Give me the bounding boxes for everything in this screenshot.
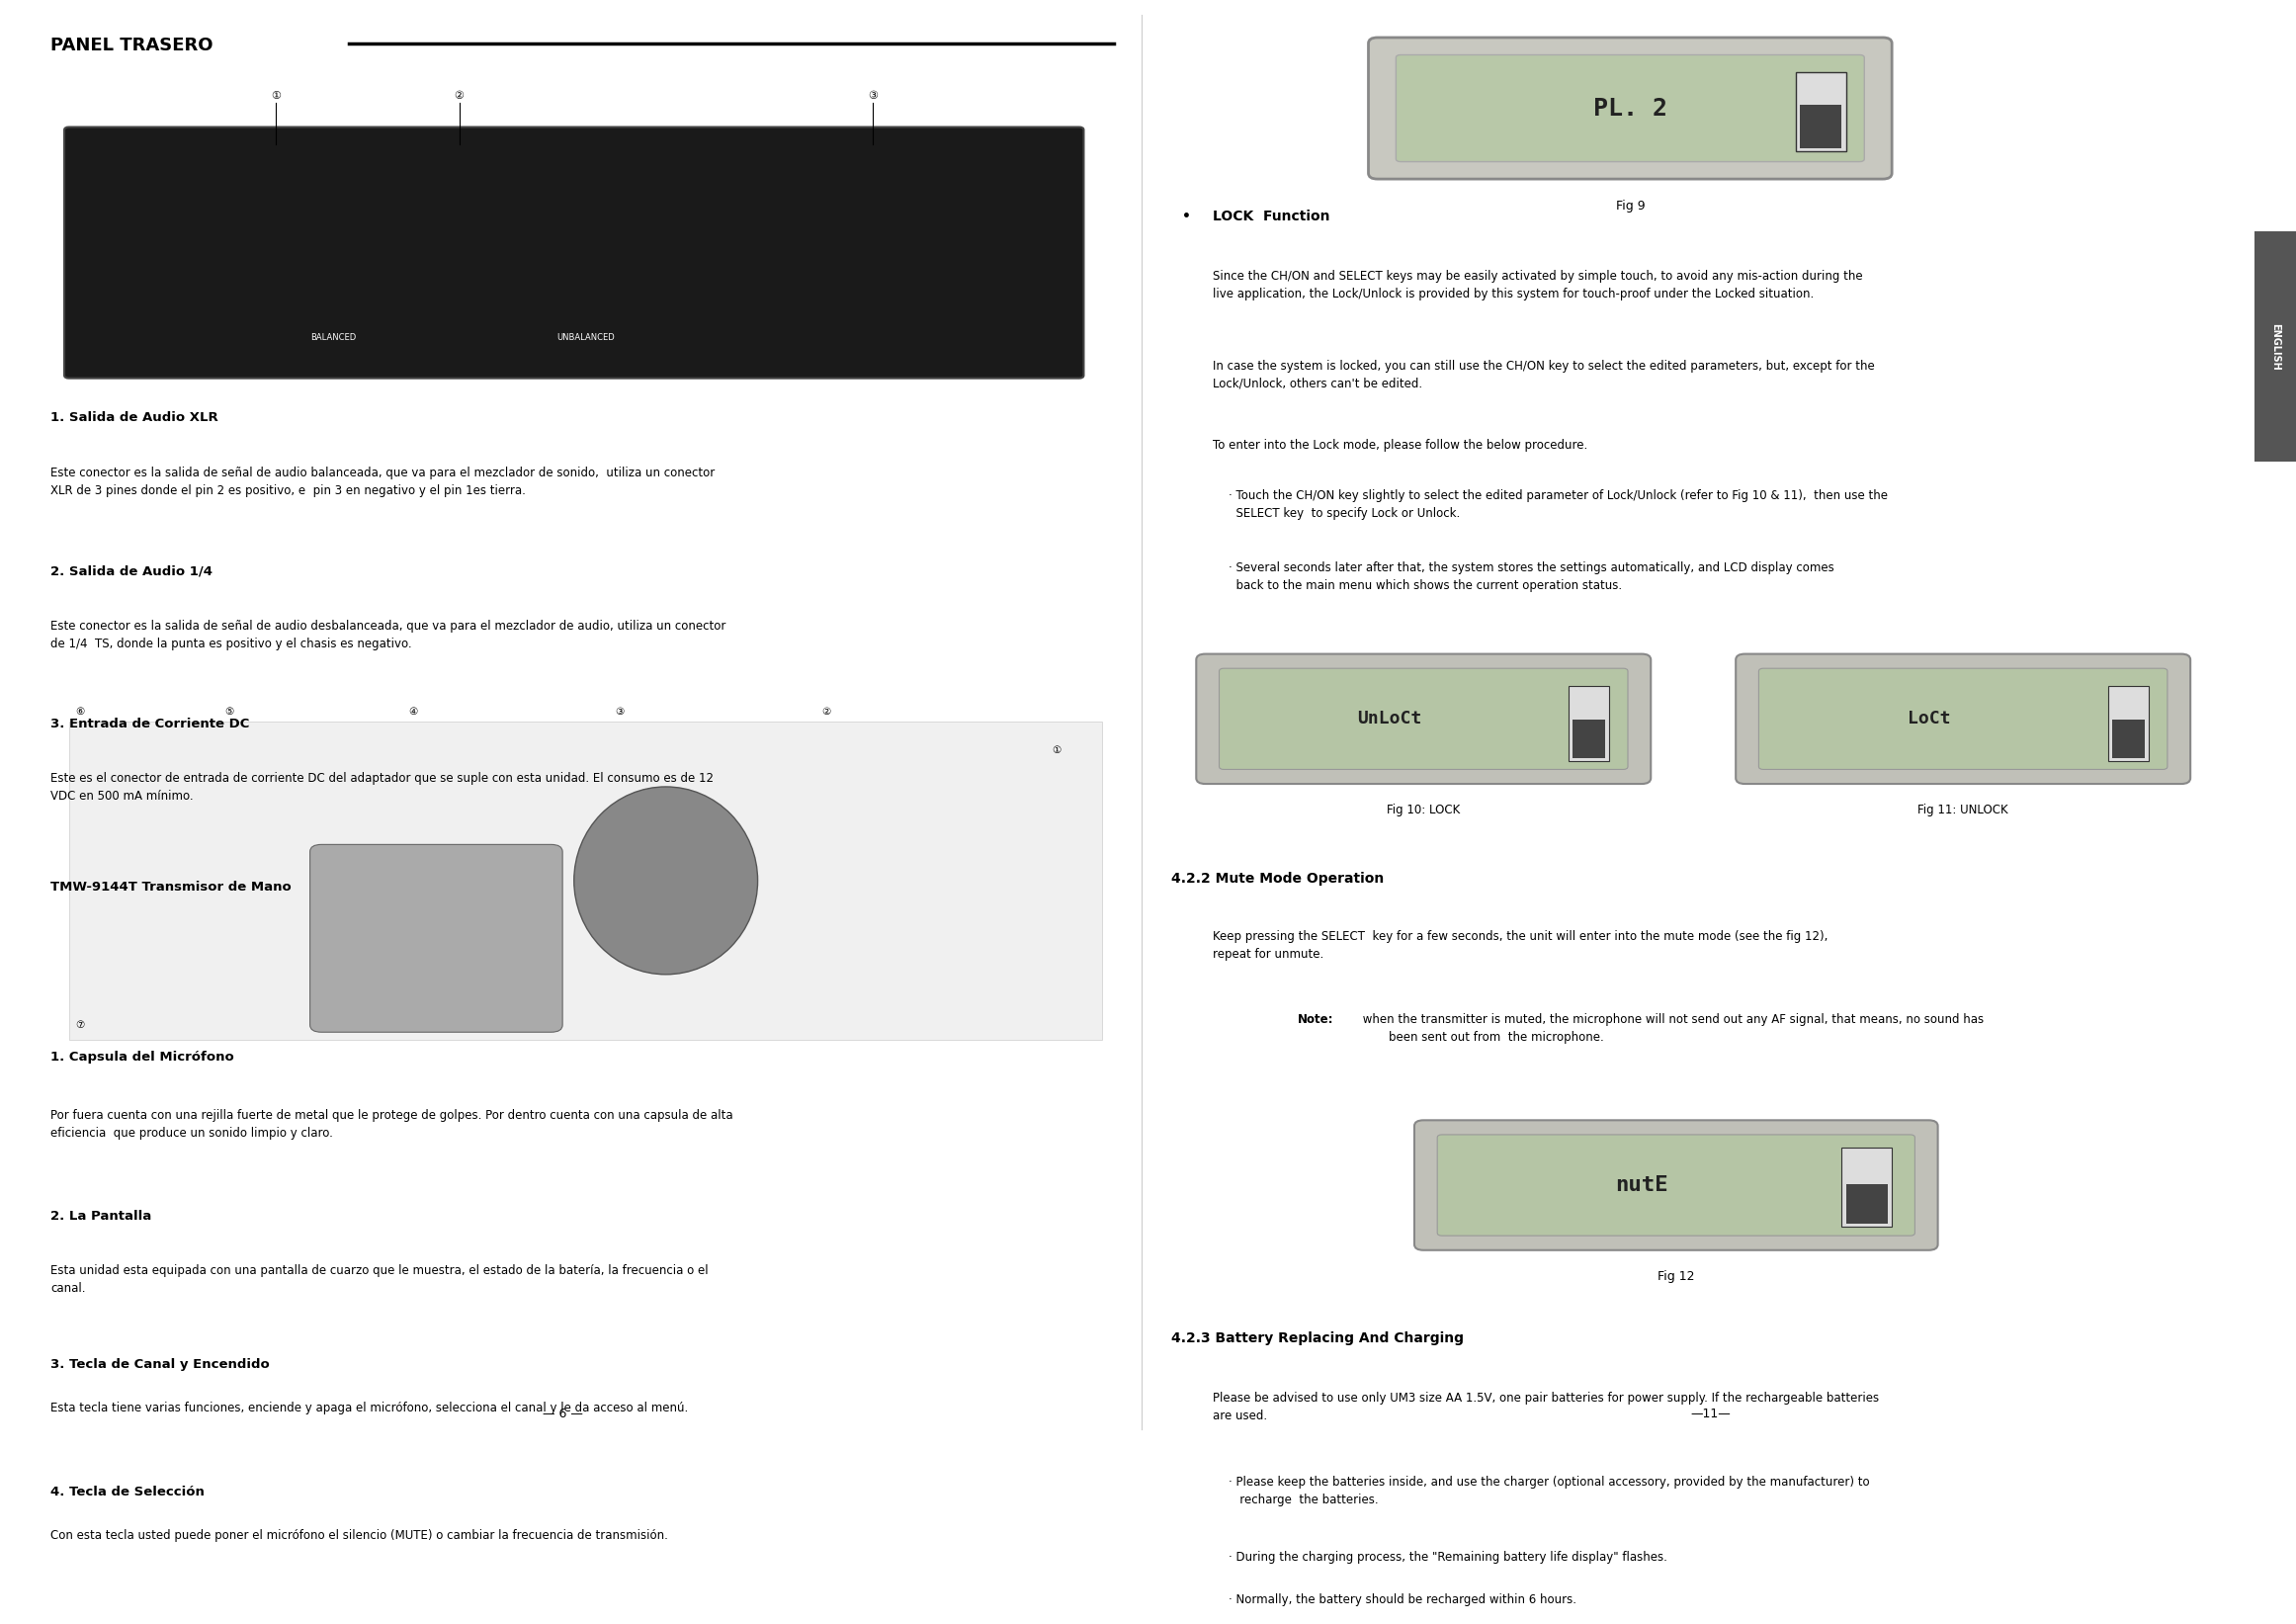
Bar: [1568, 685, 1609, 760]
Text: nutE: nutE: [1614, 1176, 1669, 1195]
Text: UNBALANCED: UNBALANCED: [556, 333, 615, 343]
Text: · Several seconds later after that, the system stores the settings automatically: · Several seconds later after that, the …: [1228, 562, 1835, 593]
Text: In case the system is locked, you can still use the CH/ON key to select the edit: In case the system is locked, you can st…: [1212, 359, 1874, 390]
Text: · Normally, the battery should be recharged within 6 hours.: · Normally, the battery should be rechar…: [1228, 1593, 1577, 1606]
Text: when the transmitter is muted, the microphone will not send out any AF signal, t: when the transmitter is muted, the micro…: [1359, 1013, 1984, 1044]
Text: Keep pressing the SELECT  key for a few seconds, the unit will enter into the mu: Keep pressing the SELECT key for a few s…: [1212, 929, 1828, 960]
Text: 3. Tecla de Canal y Encendido: 3. Tecla de Canal y Encendido: [51, 1358, 269, 1371]
Text: LOCK  Function: LOCK Function: [1212, 209, 1329, 222]
Text: —11—: —11—: [1690, 1408, 1731, 1421]
Bar: [1573, 719, 1605, 758]
Text: TMW-9144T Transmisor de Mano: TMW-9144T Transmisor de Mano: [51, 880, 292, 893]
Text: ⑥: ⑥: [76, 706, 85, 716]
Text: 1. Capsula del Micrófono: 1. Capsula del Micrófono: [51, 1051, 234, 1064]
Text: ENGLISH: ENGLISH: [2271, 323, 2280, 370]
Text: Fig 12: Fig 12: [1658, 1270, 1694, 1283]
Text: ③: ③: [868, 91, 877, 101]
Text: · During the charging process, the "Remaining battery life display" flashes.: · During the charging process, the "Rema…: [1228, 1551, 1667, 1564]
FancyBboxPatch shape: [1759, 669, 2167, 770]
Bar: [1800, 104, 1841, 149]
Bar: [1846, 1184, 1887, 1224]
FancyBboxPatch shape: [1219, 669, 1628, 770]
Text: 3. Entrada de Corriente DC: 3. Entrada de Corriente DC: [51, 718, 250, 731]
Text: 2. La Pantalla: 2. La Pantalla: [51, 1210, 152, 1223]
FancyBboxPatch shape: [1736, 654, 2190, 784]
Text: Please be advised to use only UM3 size AA 1.5V, one pair batteries for power sup: Please be advised to use only UM3 size A…: [1212, 1392, 1878, 1423]
Text: ①: ①: [1052, 745, 1061, 755]
Text: · Please keep the batteries inside, and use the charger (optional accessory, pro: · Please keep the batteries inside, and …: [1228, 1475, 1869, 1505]
Text: Esta tecla tiene varias funciones, enciende y apaga el micrófono, selecciona el : Esta tecla tiene varias funciones, encie…: [51, 1402, 689, 1415]
Text: ⑤: ⑤: [225, 706, 234, 716]
FancyBboxPatch shape: [1396, 55, 1864, 162]
Text: Esta unidad esta equipada con una pantalla de cuarzo que le muestra, el estado d: Esta unidad esta equipada con una pantal…: [51, 1265, 709, 1296]
Text: To enter into the Lock mode, please follow the below procedure.: To enter into the Lock mode, please foll…: [1212, 438, 1587, 451]
Text: ③: ③: [615, 706, 625, 716]
Text: ②: ②: [455, 91, 464, 101]
Text: PANEL TRASERO: PANEL TRASERO: [51, 36, 214, 54]
Text: Fig 9: Fig 9: [1616, 200, 1644, 213]
FancyBboxPatch shape: [69, 721, 1102, 1039]
FancyBboxPatch shape: [1437, 1135, 1915, 1236]
Text: BALANCED: BALANCED: [310, 333, 356, 343]
Text: ③: ③: [478, 1025, 487, 1034]
Ellipse shape: [574, 786, 758, 974]
Text: 2. Salida de Audio 1/4: 2. Salida de Audio 1/4: [51, 565, 214, 577]
Bar: [2108, 685, 2149, 760]
Bar: [2112, 719, 2144, 758]
Bar: [1795, 71, 1846, 151]
Text: 4.2.2 Mute Mode Operation: 4.2.2 Mute Mode Operation: [1171, 872, 1384, 885]
Text: Con esta tecla usted puede poner el micrófono el silencio (MUTE) o cambiar la fr: Con esta tecla usted puede poner el micr…: [51, 1528, 668, 1541]
Text: Note:: Note:: [1297, 1013, 1334, 1026]
Text: 4.2.3 Battery Replacing And Charging: 4.2.3 Battery Replacing And Charging: [1171, 1332, 1463, 1345]
Text: Este conector es la salida de señal de audio balanceada, que va para el mezclado: Este conector es la salida de señal de a…: [51, 466, 714, 497]
Text: 1. Salida de Audio XLR: 1. Salida de Audio XLR: [51, 411, 218, 424]
Text: · Touch the CH/ON key slightly to select the edited parameter of Lock/Unlock (re: · Touch the CH/ON key slightly to select…: [1228, 489, 1887, 520]
Text: Este conector es la salida de señal de audio desbalanceada, que va para el mezcl: Este conector es la salida de señal de a…: [51, 619, 726, 650]
Text: UnLoCt: UnLoCt: [1357, 710, 1421, 728]
FancyBboxPatch shape: [310, 844, 563, 1033]
Text: LoCt: LoCt: [1908, 710, 1949, 728]
Text: Fig 10: LOCK: Fig 10: LOCK: [1387, 804, 1460, 817]
FancyBboxPatch shape: [1368, 37, 1892, 179]
Text: 4. Tecla de Selección: 4. Tecla de Selección: [51, 1486, 204, 1499]
Text: Este es el conector de entrada de corriente DC del adaptador que se suple con es: Este es el conector de entrada de corrie…: [51, 773, 714, 802]
FancyBboxPatch shape: [64, 127, 1084, 378]
Text: — 6 —: — 6 —: [542, 1408, 583, 1421]
Text: Por fuera cuenta con una rejilla fuerte de metal que le protege de golpes. Por d: Por fuera cuenta con una rejilla fuerte …: [51, 1109, 732, 1140]
FancyBboxPatch shape: [2255, 231, 2296, 461]
Text: Since the CH/ON and SELECT keys may be easily activated by simple touch, to avoi: Since the CH/ON and SELECT keys may be e…: [1212, 270, 1862, 300]
Text: ①: ①: [271, 91, 280, 101]
Text: ⑦: ⑦: [76, 1020, 85, 1030]
Text: PL. 2: PL. 2: [1593, 96, 1667, 120]
Text: ②: ②: [822, 706, 831, 716]
Text: ④: ④: [409, 706, 418, 716]
Text: Fig 11: UNLOCK: Fig 11: UNLOCK: [1917, 804, 2009, 817]
FancyBboxPatch shape: [1196, 654, 1651, 784]
Bar: [1841, 1148, 1892, 1228]
Text: •: •: [1182, 209, 1192, 222]
FancyBboxPatch shape: [1414, 1121, 1938, 1250]
